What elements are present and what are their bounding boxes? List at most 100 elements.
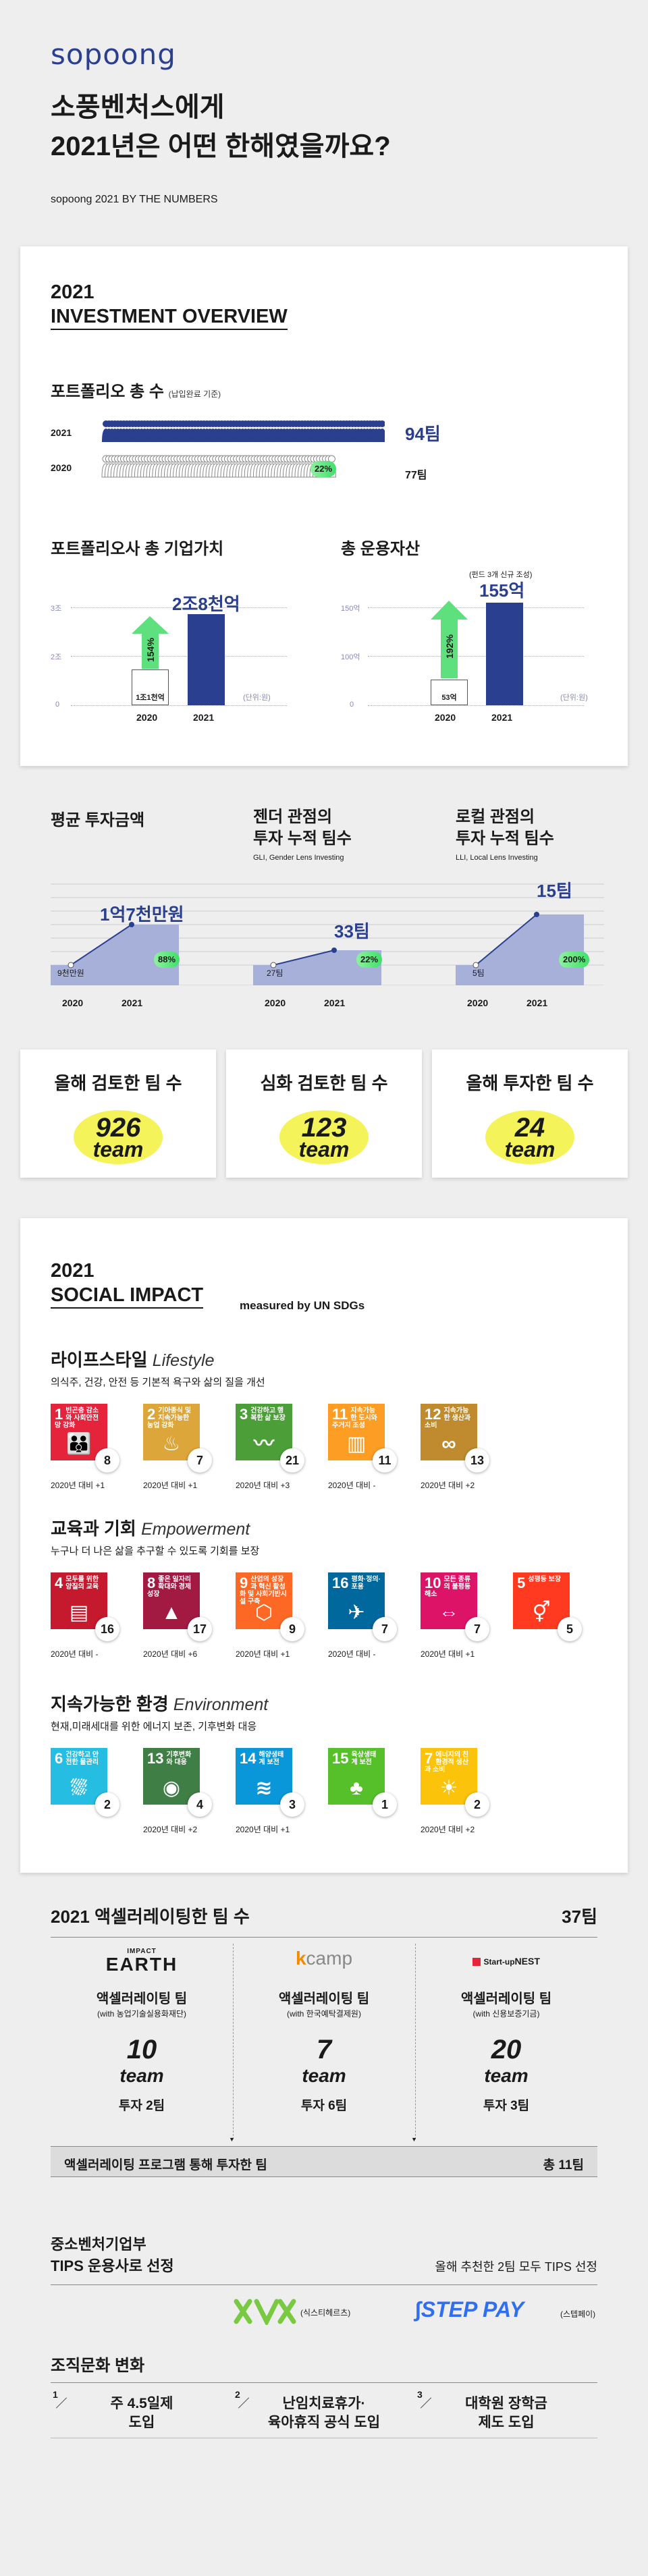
program3-unit: team <box>484 2065 529 2086</box>
sdg-label: 건강하고 행복한 삶 보장 <box>250 1407 286 1422</box>
person-body-icon <box>378 429 387 442</box>
sdg-label: 빈곤층 감소와 사회안전망 강화 <box>55 1407 99 1429</box>
education-compare-note: 2020년 대비 - <box>51 1649 99 1659</box>
city-icon: ▥ <box>346 1433 367 1455</box>
program1-with: (with 농업기술실용화재단) <box>97 2009 187 2019</box>
education-desc: 누구나 더 나은 삶을 추구할 수 있도록 기회를 보장 <box>51 1545 260 1557</box>
avg-investment-label: 평균 투자금액 <box>51 811 145 829</box>
investment-title: 2021 INVESTMENT OVERVIEW <box>51 280 288 330</box>
education-title-en: Empowerment <box>141 1520 250 1539</box>
sdg-label: 성평등 보장 <box>528 1576 562 1583</box>
valuation-gridline-0 <box>71 705 287 706</box>
program1-name: 액셀러레이팅 팀 <box>96 1992 188 2006</box>
lifestyle-title-ko: 라이프스타일 <box>51 1350 148 1370</box>
aum-bar-2021 <box>486 603 523 705</box>
local-lens-growth: 200% <box>559 952 590 968</box>
sdg-number: 14 <box>240 1750 256 1767</box>
lifestyle-count-badge: 11 <box>373 1448 397 1473</box>
lifestyle-title: 라이프스타일 Lifestyle <box>51 1346 214 1371</box>
sdg-number: 12 <box>425 1406 441 1423</box>
sdg-number: 7 <box>425 1750 433 1767</box>
gender-lens-point-2021 <box>331 948 337 953</box>
aum-unit: (단위:원) <box>560 694 588 702</box>
local-lens-value-2021: 15팀 <box>537 881 572 901</box>
stat-invested-num: 24 <box>514 1113 545 1143</box>
program2-name: 액셀러레이팅 팀 <box>278 1992 370 2006</box>
sixtyhertz-logo-icon <box>234 2299 296 2327</box>
local-lens-label-line1: 로컬 관점의 <box>456 808 535 826</box>
portfolio-people-2021 <box>101 419 387 443</box>
gender-lens-line <box>273 950 335 966</box>
tips-underline <box>51 2284 597 2285</box>
program3-num: 20 <box>491 2035 522 2064</box>
portfolio-growth: 22% <box>310 461 337 477</box>
program2-with: (with 한국예탁결제원) <box>287 2009 361 2019</box>
culture-item-1: 주 4.5일제 도입 <box>51 2394 233 2432</box>
local-lens-sub: LLI, Local Lens Investing <box>456 854 538 862</box>
sdg-number: 3 <box>240 1406 248 1423</box>
culture-item-1-line1: 주 4.5일제 <box>110 2396 173 2411</box>
environment-title-ko: 지속가능한 환경 <box>51 1694 169 1714</box>
valuation-axis-2: 2조 <box>51 653 62 661</box>
aum-note: (펀드 3개 신규 조성) <box>469 571 533 579</box>
sixtyhertz-logo <box>233 2298 297 2328</box>
environment-sdg-row: 6 건강하고 안전한 물관리 ⛆ 2 13 기후변화와 대응 ◉ 4 2020년 대비 +2 14… <box>51 1748 604 1842</box>
fish-icon: ≋ <box>255 1777 273 1799</box>
aum-value-2021: 155억 <box>479 580 525 601</box>
environment-count-badge: 2 <box>95 1792 119 1817</box>
valuation-year-2020: 2020 <box>136 712 158 723</box>
culture-title: 조직문화 변화 <box>51 2357 145 2375</box>
avg-year-2021: 2021 <box>122 997 143 1008</box>
sdg-label: 기아종식 및 지속가능한 농업 강화 <box>147 1407 192 1429</box>
person-icon <box>379 420 386 427</box>
culture-item-3-line2: 제도 도입 <box>478 2415 535 2430</box>
tips-title-line2: TIPS 운용사로 선정 <box>51 2257 174 2274</box>
investment-title-text: INVESTMENT OVERVIEW <box>51 304 288 330</box>
sdg-tile-2: 2 기아종식 및 지속가능한 농업 강화 ♨ <box>143 1404 200 1460</box>
aum-label: 총 운용자산 <box>341 540 421 558</box>
culture-item-3: 대학원 장학금 제도 도입 <box>415 2394 597 2432</box>
lifestyle-desc: 의식주, 건강, 안전 등 기본적 욕구와 삶의 질을 개선 <box>51 1377 265 1388</box>
steppay-logo-text: STEP PAY <box>421 2297 524 2322</box>
environment-desc: 현재,미래세대를 위한 에너지 보존, 기후변화 대응 <box>51 1721 257 1732</box>
culture-item-2: 난임치료휴가· 육아휴직 공식 도입 <box>233 2394 415 2432</box>
startup-nest-logo: Start-upNEST <box>415 1956 597 1968</box>
local-year-2021: 2021 <box>526 997 548 1008</box>
accelerating-section: 2021 액셀러레이팅한 팀 수 37팀 ▼ ▼ IMPACT EARTH 액셀… <box>51 1903 597 2214</box>
portfolio-count-2021: 94팀 <box>405 424 441 444</box>
accelerating-arrow-2: ▼ <box>411 2136 417 2143</box>
accelerating-footer-total: 총 11팀 <box>543 2158 584 2172</box>
environment-count-badge: 2 <box>465 1792 489 1817</box>
education-count-badge: 9 <box>280 1617 304 1641</box>
avg-investment-growth: 88% <box>154 952 180 968</box>
culture-item-1-line2: 도입 <box>128 2415 155 2430</box>
sdg-tile-16: 16 평화·정의·포용 ✈ <box>328 1572 385 1629</box>
gender-lens-value-2020: 27팀 <box>267 968 284 978</box>
valuation-gridline-2 <box>71 656 287 657</box>
valuation-label: 포트폴리오사 총 기업가치 <box>51 540 224 558</box>
environment-compare-note: 2020년 대비 +2 <box>421 1825 475 1834</box>
sdg-label: 육상생태계 보전 <box>351 1751 377 1766</box>
education-count-badge: 7 <box>465 1617 489 1641</box>
gender-lens-growth: 22% <box>356 952 383 968</box>
sdg-label: 평화·정의·포용 <box>351 1576 381 1591</box>
valuation-value-2021: 2조8천억 <box>172 594 240 614</box>
impact-earth-logo: IMPACT EARTH <box>51 1948 233 1974</box>
gender-lens-label-line1: 젠더 관점의 <box>253 808 333 826</box>
sdg-number: 2 <box>147 1406 156 1423</box>
portfolio-year-2020: 2020 <box>51 462 72 473</box>
mid-charts-grid <box>51 877 604 986</box>
equality-icon: ⇔ <box>439 1601 459 1624</box>
stat-highlight <box>485 1110 574 1164</box>
sdg-label: 모두를 위한 양질의 교육 <box>65 1576 99 1591</box>
sdg-label: 지속가능한 도시와 주거지 조성 <box>332 1407 377 1429</box>
portfolio-count-2020: 77팀 <box>405 470 427 481</box>
aum-value-2020: 53억 <box>441 694 457 702</box>
water-icon: ⛆ <box>71 1777 87 1799</box>
sdg-label: 지속가능한 생산과 소비 <box>425 1407 471 1429</box>
culture-item-2-line2: 육아휴직 공식 도입 <box>267 2415 381 2430</box>
accelerating-divider <box>51 1937 597 1938</box>
education-count-badge: 16 <box>95 1617 119 1641</box>
stat-highlight <box>74 1110 163 1164</box>
aum-bar-2020 <box>431 680 468 705</box>
